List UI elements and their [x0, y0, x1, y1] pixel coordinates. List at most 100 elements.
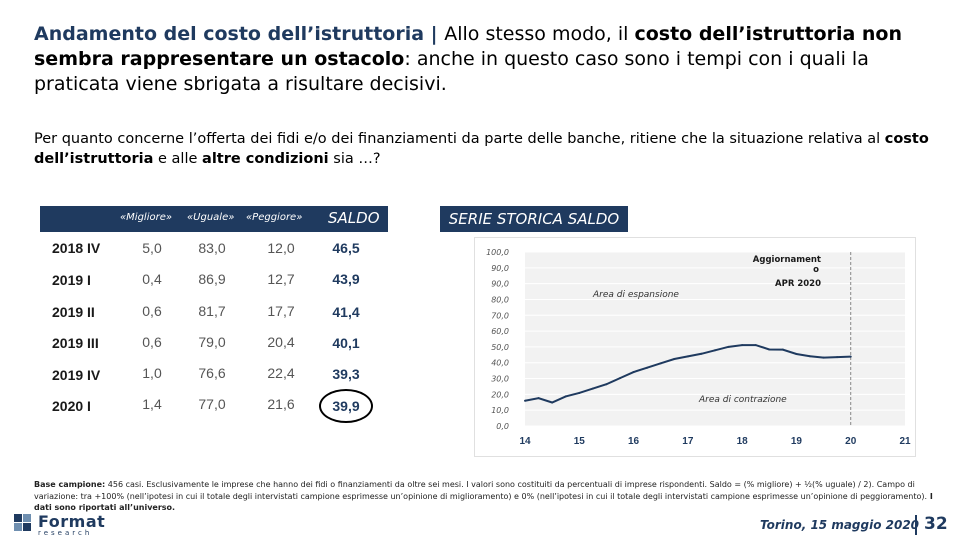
footnote: Base campione: 456 casi. Esclusivamente …	[34, 479, 939, 514]
data-point	[551, 401, 554, 404]
header-migliore: «Migliore»	[120, 212, 173, 223]
cell-saldo: 43,9	[332, 271, 360, 287]
data-point	[632, 371, 635, 374]
question-text-3: sia …?	[328, 151, 381, 167]
y-tick-label: 80,0	[491, 295, 509, 304]
table-header: «Migliore» «Uguale» «Peggiore» SALDO	[40, 206, 388, 232]
logo-sub: research	[38, 529, 93, 537]
plot-area	[525, 252, 905, 426]
x-tick-label: 17	[682, 436, 694, 447]
data-point	[646, 366, 649, 369]
cell-saldo: 41,4	[332, 304, 360, 320]
x-tick-label: 14	[519, 436, 531, 447]
header-uguale: «Uguale»	[187, 212, 235, 223]
x-tick-label: 19	[791, 436, 803, 447]
cell-uguale: 77,0	[198, 396, 226, 412]
line-chart: 0,0 10,0 20,0 30,0 40,0 50,0 60,0 70,0 80,0 90,0 9…	[486, 248, 911, 447]
annotation-update-line3: APR 2020	[775, 279, 821, 289]
data-point	[727, 345, 730, 348]
footer-date: Torino, 15 maggio 2020	[760, 518, 920, 532]
data-point	[809, 355, 811, 358]
chart-header: SERIE STORICA SALDO	[440, 206, 628, 232]
row-label: 2019 II	[52, 304, 95, 320]
data-point	[619, 377, 621, 380]
cell-peggiore: 20,4	[267, 334, 295, 350]
y-tick-label: 60,0	[491, 327, 509, 336]
y-tick-label: 30,0	[491, 375, 509, 384]
data-point	[768, 348, 771, 351]
y-tick-label: 10,0	[491, 406, 509, 415]
title-text-1: Allo stesso modo, il	[444, 23, 635, 45]
cell-uguale: 76,6	[198, 365, 226, 381]
x-tick-label: 18	[737, 436, 749, 447]
cell-saldo: 46,5	[332, 240, 360, 256]
footnote-bold-end: I dati sono riportati all’universo.	[34, 491, 933, 513]
question-bold-2: altre condizioni	[202, 151, 329, 167]
y-tick-label: 40,0	[491, 359, 509, 368]
row-label: 2019 I	[52, 272, 91, 288]
cell-peggiore: 12,0	[267, 240, 295, 256]
cell-saldo: 40,1	[332, 335, 360, 351]
data-point	[605, 383, 608, 386]
data-point	[578, 391, 581, 394]
row-label: 2018 IV	[52, 240, 101, 256]
cell-uguale: 86,9	[198, 271, 226, 287]
data-point	[591, 387, 594, 390]
annotation-update-line2: o	[813, 265, 819, 275]
data-point	[781, 348, 784, 351]
data-point	[564, 395, 567, 398]
cell-migliore: 0,6	[142, 334, 162, 350]
cell-migliore: 1,0	[142, 365, 162, 381]
cell-migliore: 0,4	[142, 271, 162, 287]
footnote-label: Base campione:	[34, 480, 106, 489]
row-label: 2019 IV	[52, 367, 101, 383]
slide-title: Andamento del costo dell’istruttoria | A…	[34, 22, 934, 97]
data-point	[741, 344, 744, 347]
cell-uguale: 81,7	[198, 303, 226, 319]
annotation-update-line1: Aggiornament	[753, 255, 821, 265]
x-tick-label: 16	[628, 436, 640, 447]
cell-uguale: 83,0	[198, 240, 226, 256]
data-point	[537, 397, 540, 400]
cell-peggiore: 22,4	[267, 365, 295, 381]
row-label: 2020 I	[52, 398, 91, 414]
footnote-text: 456 casi. Esclusivamente le imprese che …	[34, 480, 928, 501]
y-tick-label: 20,0	[491, 390, 509, 399]
y-tick-label: 90,0	[491, 280, 509, 289]
data-point	[700, 352, 703, 355]
y-tick-label: 0,0	[496, 422, 509, 431]
x-tick-label: 20	[845, 436, 857, 447]
x-tick-label: 21	[899, 436, 911, 447]
annotation-contraction: Area di contrazione	[698, 395, 787, 405]
cell-peggiore: 17,7	[267, 303, 295, 319]
cell-migliore: 0,6	[142, 303, 162, 319]
data-point	[849, 355, 852, 358]
y-tick-label: 50,0	[491, 343, 509, 352]
title-emphasis: costo dell’istruttoria non sembra rappre…	[34, 23, 903, 70]
question-bold-1: costo dell’istruttoria	[34, 131, 929, 167]
data-point	[659, 362, 662, 365]
cell-saldo: 39,3	[332, 366, 360, 382]
data-point	[822, 356, 825, 359]
row-label: 2019 III	[52, 335, 99, 351]
question-text-1: Per quanto concerne l’offerta dei fidi e…	[34, 131, 885, 147]
cell-peggiore: 21,6	[267, 396, 295, 412]
question-text-2: e alle	[153, 151, 203, 167]
y-tick-label: 90,0	[491, 264, 509, 273]
data-point	[714, 349, 716, 352]
cell-migliore: 1,4	[142, 396, 162, 412]
cell-uguale: 79,0	[198, 334, 226, 350]
data-point	[686, 355, 689, 358]
header-peggiore: «Peggiore»	[246, 212, 303, 223]
title-topic: Andamento del costo dell’istruttoria |	[34, 23, 445, 45]
data-point	[673, 358, 676, 361]
y-tick-label: 100,0	[486, 248, 509, 257]
highlight-circle	[319, 389, 373, 423]
chart-container: 0,0 10,0 20,0 30,0 40,0 50,0 60,0 70,0 80,0 90,0 9…	[474, 237, 916, 457]
company-logo: Format research	[14, 512, 105, 538]
page-number: 32	[924, 514, 948, 534]
logo-mark-icon	[14, 514, 31, 531]
annotation-expansion: Area di espansione	[592, 290, 679, 300]
header-saldo: SALDO	[328, 209, 380, 227]
cell-peggiore: 12,7	[267, 271, 295, 287]
